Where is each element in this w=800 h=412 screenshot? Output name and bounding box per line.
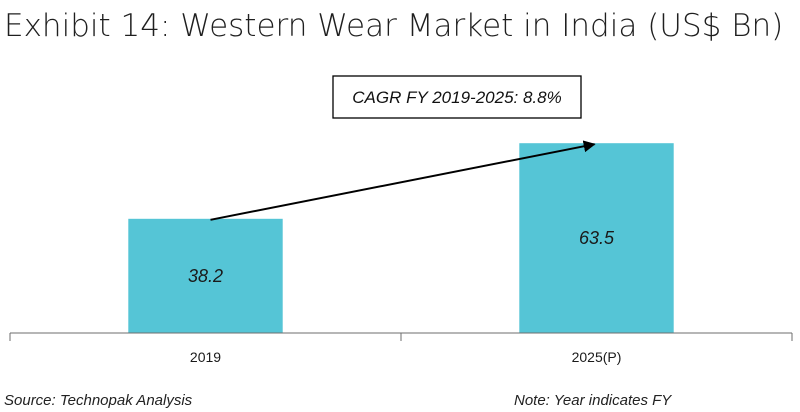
bar-0: [128, 218, 283, 333]
bars: [128, 143, 674, 333]
bar-1: [519, 143, 674, 333]
cagr-annotation-text: CAGR FY 2019-2025: 8.8%: [352, 88, 561, 107]
chart-title: Exhibit 14: Western Wear Market in India…: [4, 8, 783, 44]
bar-value-label-0: 38.2: [188, 266, 223, 286]
x-tick-label-0: 2019: [190, 349, 221, 365]
x-axis-tick-labels: 2019 2025(P): [190, 349, 621, 365]
x-axis-ticks: [9, 333, 793, 341]
year-note: Note: Year indicates FY: [514, 392, 672, 409]
cagr-annotation-box: [332, 75, 582, 119]
bar-labels: 38.2 63.5: [188, 228, 615, 286]
source-note: Source: Technopak Analysis: [4, 392, 193, 409]
x-tick-label-1: 2025(P): [572, 349, 622, 365]
cagr-arrow: [210, 140, 596, 221]
bar-value-label-1: 63.5: [579, 228, 615, 248]
